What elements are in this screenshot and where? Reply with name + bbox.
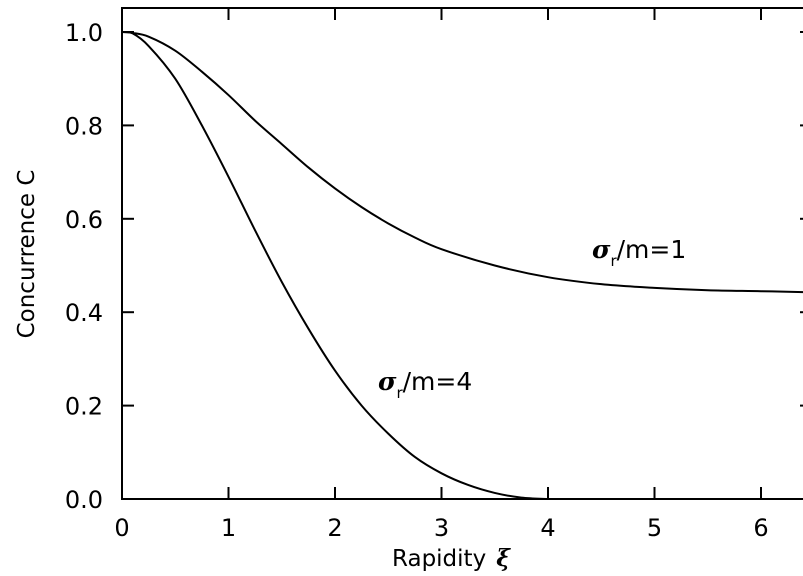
x-tick-label: 0 [114, 514, 129, 542]
y-tick-label: 0.6 [65, 206, 103, 234]
y-axis-label: Concurrence C [14, 170, 40, 339]
curve-label-sigma-4: σr/m=4 [378, 367, 472, 402]
series-lines [121, 30, 803, 500]
x-tick-label: 1 [221, 514, 236, 542]
curve-label-sigma-1: σr/m=1 [592, 235, 686, 270]
series-line-1 [121, 31, 803, 294]
x-tick-label: 6 [753, 514, 768, 542]
axis-ticks [121, 8, 803, 500]
x-tick-label: 4 [540, 514, 555, 542]
y-tick-label: 0.0 [65, 486, 103, 514]
y-tick-label: 0.4 [65, 299, 103, 327]
x-tick-label: 5 [647, 514, 662, 542]
y-tick-label: 0.8 [65, 112, 103, 140]
y-tick-label: 1.0 [65, 19, 103, 47]
x-axis-label: Rapidity ξ [392, 545, 511, 572]
y-tick-label: 0.2 [65, 393, 103, 421]
x-tick-label: 2 [327, 514, 342, 542]
tick-labels: 0 1 2 3 4 5 6 0.0 0.2 0.4 0.6 0.8 1.0 [65, 19, 769, 542]
series-line-2 [121, 30, 549, 500]
x-tick-label: 3 [434, 514, 449, 542]
plot-frame [121, 7, 803, 500]
